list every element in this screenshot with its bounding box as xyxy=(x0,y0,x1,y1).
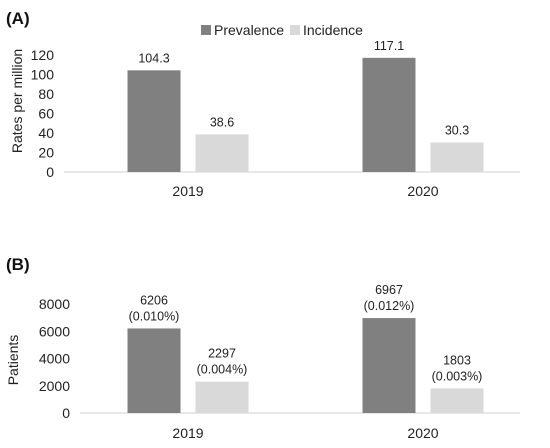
bar-incidence-2019 xyxy=(195,134,249,172)
legend: Prevalence Incidence xyxy=(201,22,363,38)
data-label: 104.3 xyxy=(138,51,169,65)
data-label: 30.3 xyxy=(445,123,469,137)
data-label: (0.003%) xyxy=(432,369,483,383)
y-tick-label: 80 xyxy=(38,86,54,102)
legend-swatch-incidence xyxy=(290,25,300,35)
bar-incidence-2019 xyxy=(195,381,249,413)
panel-a-label: (A) xyxy=(6,9,30,28)
y-tick-label: 0 xyxy=(62,405,70,421)
y-tick-label: 4000 xyxy=(39,351,70,367)
data-label: 38.6 xyxy=(210,115,234,129)
data-label: (0.010%) xyxy=(129,309,180,323)
data-label: 6206 xyxy=(140,293,168,307)
y-tick-label: 120 xyxy=(31,47,55,63)
legend-swatch-prevalence xyxy=(201,25,211,35)
data-label: 117.1 xyxy=(374,39,404,53)
panel-b-label: (B) xyxy=(6,255,30,274)
y-tick-label: 40 xyxy=(38,125,54,141)
bar-incidence-2020 xyxy=(430,142,484,172)
panel-a: (A) Rates per million Prevalence Inciden… xyxy=(6,9,520,199)
x-tick-label: 2019 xyxy=(172,183,203,199)
legend-label-prevalence: Prevalence xyxy=(214,22,284,38)
bar-incidence-2020 xyxy=(430,388,484,413)
y-tick-label: 6000 xyxy=(39,323,70,339)
y-tick-label: 60 xyxy=(38,106,54,122)
panel-b-y-axis-label: Patients xyxy=(5,335,21,386)
panel-a-y-axis-label: Rates per million xyxy=(9,49,25,153)
y-tick-label: 0 xyxy=(46,164,54,180)
data-label: 6967 xyxy=(375,283,403,297)
panel-b: (B) Patients 0 2000 4000 6000 8000 2019 2020 6… xyxy=(5,255,520,441)
data-label: (0.012%) xyxy=(364,299,415,313)
x-tick-label: 2020 xyxy=(407,183,438,199)
x-tick-label: 2019 xyxy=(172,425,203,441)
bar-prevalence-2019 xyxy=(127,70,181,172)
legend-label-incidence: Incidence xyxy=(303,22,363,38)
bar-prevalence-2019 xyxy=(127,328,181,413)
y-tick-label: 2000 xyxy=(39,378,70,394)
y-tick-label: 8000 xyxy=(39,296,70,312)
bar-prevalence-2020 xyxy=(362,57,416,172)
data-label: 2297 xyxy=(208,347,236,361)
x-tick-label: 2020 xyxy=(407,425,438,441)
data-label: (0.004%) xyxy=(197,363,248,377)
data-label: 1803 xyxy=(443,353,471,367)
y-tick-label: 20 xyxy=(38,145,54,161)
y-tick-label: 100 xyxy=(31,67,55,83)
bar-prevalence-2020 xyxy=(362,318,416,413)
